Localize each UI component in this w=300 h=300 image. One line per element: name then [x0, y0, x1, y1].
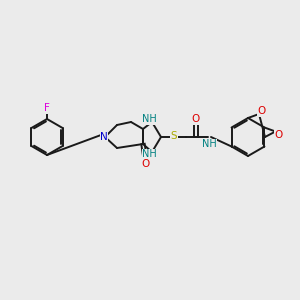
Text: N: N — [100, 132, 108, 142]
Text: O: O — [141, 159, 149, 169]
Text: O: O — [274, 130, 283, 140]
Text: NH: NH — [202, 139, 216, 149]
Text: F: F — [44, 103, 50, 113]
Text: O: O — [258, 106, 266, 116]
Text: O: O — [192, 114, 200, 124]
Text: S: S — [171, 131, 177, 141]
Text: NH: NH — [142, 115, 157, 124]
Text: NH: NH — [142, 149, 157, 159]
